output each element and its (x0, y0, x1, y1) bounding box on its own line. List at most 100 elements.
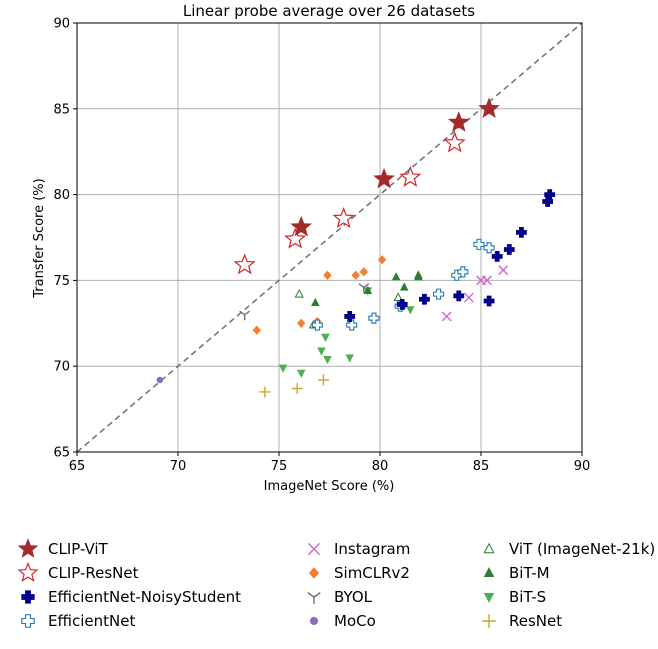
legend-symbol-bit-m (483, 567, 495, 578)
point-bit-m (399, 282, 409, 291)
legend-item-clip-resnet: CLIP-ResNet (14, 562, 139, 584)
point-clip-resnet (284, 227, 307, 249)
x-tick-label: 85 (473, 459, 490, 474)
x-axis-label: ImageNet Score (%) (264, 479, 395, 494)
legend-item-instagram: Instagram (300, 538, 410, 560)
point-efficientnet (368, 312, 380, 324)
legend-label: BiT-M (509, 564, 550, 582)
point-bit-m (414, 272, 423, 281)
point-simclrv2 (297, 318, 306, 328)
point-efficientnet-noisystudent (453, 290, 465, 302)
point-efficientnet (483, 242, 495, 254)
legend-item-resnet: ResNet (475, 610, 562, 632)
point-resnet (259, 386, 271, 398)
legend-marker-simclrv2 (308, 567, 320, 579)
point-bit-s (321, 333, 330, 342)
legend-label: Instagram (334, 540, 411, 558)
point-bit-s (296, 369, 306, 378)
point-bit-m (311, 297, 320, 307)
point-simclrv2 (377, 255, 387, 265)
legend-symbol-simclrv2 (308, 567, 320, 579)
point-instagram (441, 311, 452, 322)
legend-label: CLIP-ResNet (48, 564, 139, 582)
x-tick-label: 70 (170, 459, 187, 474)
legend-item-simclrv2: SimCLRv2 (300, 562, 410, 584)
point-efficientnet (473, 238, 485, 250)
point-simclrv2 (323, 270, 332, 280)
legend-marker-efficientnet-noisystudent (21, 590, 35, 604)
point-efficientnet-noisystudent (344, 311, 356, 322)
legend-marker-resnet (482, 614, 496, 628)
legend-item-efficientnet: EfficientNet (14, 610, 135, 632)
legend-symbol-moco (310, 617, 318, 625)
plot-frame (76, 22, 583, 453)
legend-label: ResNet (509, 612, 563, 630)
legend-label: EfficientNet-NoisyStudent (48, 588, 242, 606)
legend-label: EfficientNet (48, 612, 136, 630)
point-instagram (482, 275, 493, 286)
legend-marker-clip-vit (17, 538, 39, 558)
point-bit-s (406, 306, 415, 315)
point-byol (358, 283, 370, 293)
legend-marker-bit-s (483, 592, 495, 603)
chart-title: Linear probe average over 26 datasets (183, 2, 475, 20)
point-efficientnet (433, 288, 445, 300)
point-efficientnet (346, 319, 358, 331)
legend-marker-moco (310, 617, 318, 625)
point-efficientnet-noisystudent (419, 293, 430, 305)
point-byol (239, 310, 251, 321)
y-tick-label: 65 (53, 446, 70, 461)
x-tick-label: 90 (574, 459, 591, 474)
y-axis-label: Transfer Score (%) (32, 178, 47, 298)
point-efficientnet (457, 266, 469, 278)
data-points (156, 97, 556, 398)
point-efficientnet-noisystudent (396, 299, 408, 310)
legend-label: ViT (ImageNet-21k) (509, 540, 656, 558)
point-clip-resnet (443, 131, 466, 153)
x-tick-label: 75 (271, 459, 288, 474)
point-efficientnet-noisystudent (516, 226, 527, 238)
legend-item-bit-s: BiT-S (475, 586, 546, 608)
point-efficientnet (311, 319, 323, 331)
legend-label: BiT-S (509, 588, 547, 606)
point-vit-imagenet-21k (294, 288, 304, 298)
legend-label: CLIP-ViT (48, 540, 108, 558)
point-efficientnet-noisystudent (483, 295, 495, 307)
legend-label: MoCo (334, 612, 376, 630)
point-clip-vit (290, 215, 313, 237)
scatter-chart: Linear probe average over 26 datasets 65… (32, 2, 590, 494)
point-clip-resnet (399, 165, 422, 187)
legend-item-efficientnet-noisystudent: EfficientNet-NoisyStudent (14, 586, 241, 608)
legend-item-clip-vit: CLIP-ViT (14, 538, 108, 560)
point-bit-s (317, 347, 326, 356)
point-instagram (498, 265, 509, 276)
y-tick-label: 85 (53, 102, 70, 117)
point-bit-s (323, 356, 332, 365)
point-resnet (291, 383, 303, 395)
point-moco (156, 376, 164, 384)
legend-item-byol: BYOL (300, 586, 372, 608)
legend-marker-byol (307, 592, 321, 604)
point-bit-m (363, 285, 373, 294)
point-efficientnet-noisystudent (544, 189, 556, 200)
legend-symbol-byol (307, 592, 321, 604)
axis-ticks: 65 70 75 80 85 90 65 70 75 80 85 90 (53, 17, 590, 475)
point-simclrv2 (359, 267, 369, 277)
point-resnet (317, 374, 329, 386)
legend-marker-vit-imagenet-21k (483, 542, 495, 554)
legend-label: BYOL (334, 588, 372, 606)
point-clip-vit (373, 167, 395, 189)
point-efficientnet-noisystudent (491, 250, 503, 262)
y-tick-label: 80 (53, 188, 70, 203)
x-tick-label: 80 (372, 459, 389, 474)
diagonal-reference-line (76, 22, 583, 453)
legend-marker-efficientnet (21, 614, 35, 628)
legend-marker-bit-m (483, 567, 495, 578)
point-bit-s (345, 354, 354, 363)
x-tick-label: 65 (69, 459, 86, 474)
legend-symbol-bit-s (483, 592, 495, 603)
point-clip-resnet (332, 206, 355, 229)
point-clip-vit (478, 97, 500, 119)
point-bit-m (391, 272, 401, 281)
legend: CLIP-ViT CLIP-ResNet EfficientNet-NoisyStu… (14, 538, 656, 643)
